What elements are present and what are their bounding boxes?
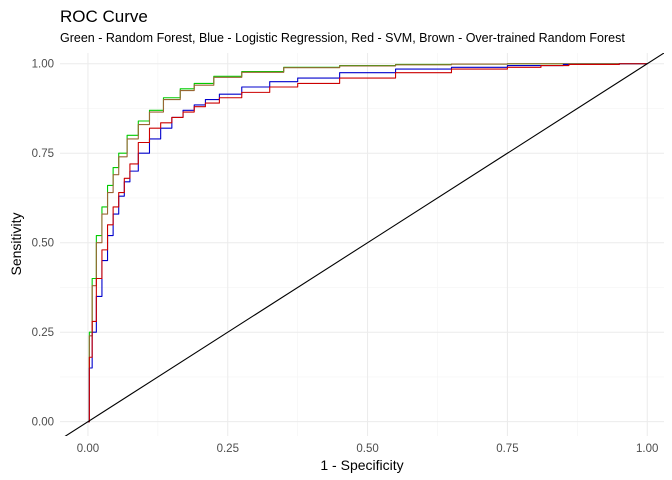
x-tick-label: 0.00 (77, 443, 99, 455)
tick-labels: 0.00 0.25 0.50 0.75 1.00 0.00 0.25 0.50 0.75 1.00 (32, 59, 659, 455)
y-tick-label: 1.00 (32, 59, 54, 71)
y-tick-label: 0.50 (32, 238, 54, 250)
roc-curve-1 (87, 63, 648, 423)
y-tick-label: 0.25 (32, 327, 54, 339)
roc-curve-3 (87, 63, 648, 423)
x-tick-label: 0.25 (217, 443, 239, 455)
x-axis-title: 1 - Specificity (320, 457, 403, 473)
roc-series (64, 53, 664, 436)
x-tick-label: 0.75 (496, 443, 518, 455)
reference-diagonal-line (64, 53, 664, 436)
y-tick-label: 0.75 (32, 148, 54, 160)
x-tick-label: 1.00 (636, 443, 658, 455)
x-tick-label: 0.50 (356, 443, 378, 455)
y-tick-label: 0.00 (32, 417, 54, 429)
chart-subtitle: Green - Random Forest, Blue - Logistic R… (60, 31, 625, 45)
chart-title: ROC Curve (60, 7, 148, 26)
gridlines (60, 53, 664, 436)
y-axis-title: Sensitivity (8, 212, 24, 275)
